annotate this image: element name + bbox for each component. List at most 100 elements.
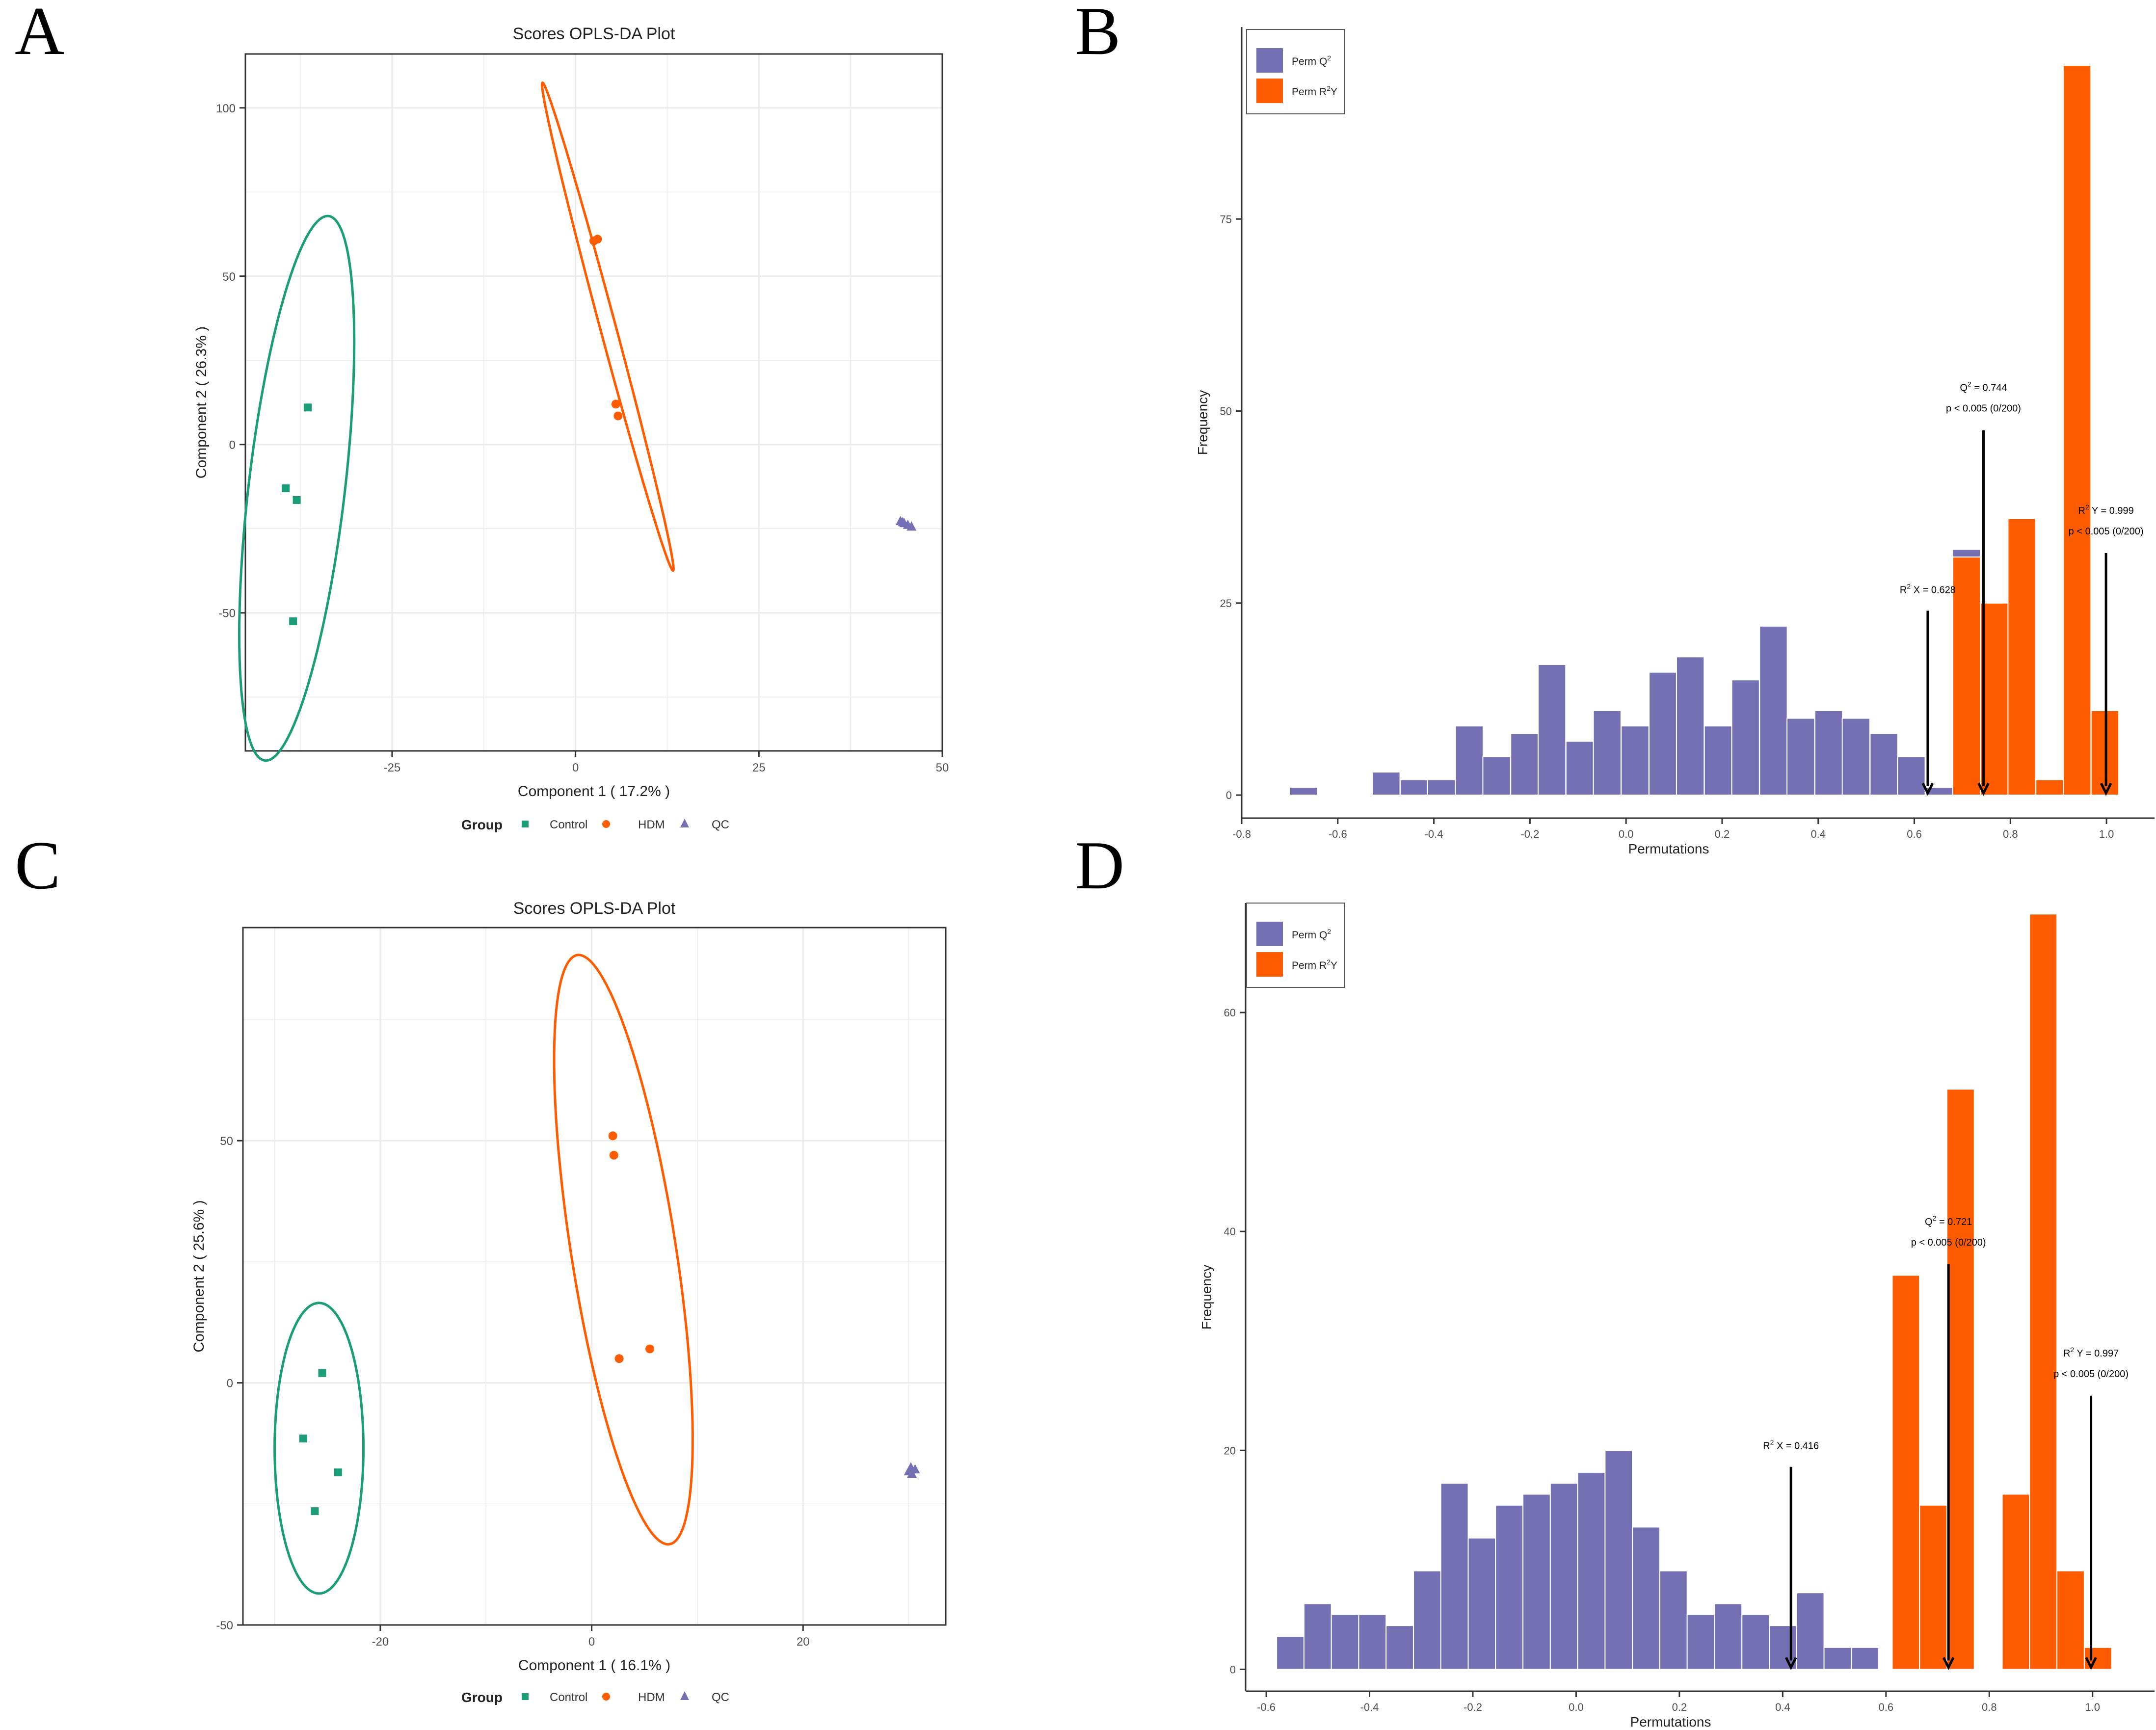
histogram-bar-perm-q2 (1686, 1614, 1715, 1670)
x-tick-label: 0.0 (1569, 1701, 1584, 1713)
data-point-control (293, 496, 301, 504)
annotation-value: X = 0.416 (1774, 1441, 1819, 1452)
legend-key-qc (680, 819, 689, 827)
x-tick-label: -0.4 (1360, 1701, 1379, 1713)
y-tick-label: 0 (1230, 1663, 1236, 1676)
legend-key-perm-r2y (1256, 952, 1283, 977)
y-tick-label: 0 (229, 439, 236, 452)
data-point-control (299, 1435, 307, 1443)
histogram-bar-perm-r2y (2035, 779, 2064, 796)
histogram-bar-perm-q2 (1796, 1592, 1825, 1670)
data-point-hdm (645, 1344, 655, 1354)
annotation-arrow-head (1942, 1657, 1955, 1670)
histogram-bar-perm-q2 (1440, 1483, 1469, 1670)
annotation-arrow-head (1921, 782, 1934, 796)
x-tick-label: 0.8 (2003, 828, 2018, 840)
y-tick-label: -50 (218, 607, 236, 620)
annotation-p-value: p < 0.005 (0/200) (2053, 1369, 2129, 1380)
histogram-bar-perm-q2 (1814, 710, 1843, 796)
y-tick-label: 25 (1220, 597, 1232, 610)
y-axis-label: Frequency (1195, 390, 1210, 455)
histogram-bar-perm-q2 (1549, 1483, 1578, 1670)
histogram-bar-perm-q2 (1604, 1450, 1633, 1670)
data-point-control (304, 403, 312, 412)
histogram-bar-perm-q2 (1869, 733, 1898, 796)
x-tick-label: 0.6 (1879, 1701, 1894, 1713)
x-axis-label: Component 1 ( 16.1% ) (518, 1657, 670, 1674)
confidence-ellipse-hdm (540, 81, 675, 572)
histogram-bar-perm-q2 (1482, 756, 1511, 796)
annotation-arrow-head (2085, 1657, 2097, 1670)
histogram-bar-perm-q2 (1455, 725, 1484, 796)
data-point-qc (905, 1462, 916, 1472)
histogram-bar-perm-q2 (1303, 1603, 1332, 1670)
y-tick-label: 20 (1224, 1444, 1236, 1457)
histogram-bar-perm-q2 (1621, 725, 1650, 796)
data-point-hdm (613, 411, 623, 421)
data-point-control (334, 1468, 342, 1477)
x-tick-label: 0.6 (1907, 828, 1922, 840)
histogram-bar-perm-r2y (1952, 556, 1981, 796)
legend-label: HDM (638, 818, 665, 831)
annotation-letter: R (1900, 585, 1907, 595)
confidence-ellipse-control (273, 1302, 365, 1595)
y-tick-label: 0 (227, 1377, 233, 1390)
histogram-bar-perm-r2y (2007, 518, 2036, 796)
data-point-hdm (609, 1150, 618, 1160)
x-tick-label: -0.2 (1520, 828, 1539, 840)
annotation-arrow-head (1977, 782, 1990, 796)
histogram-bar-perm-q2 (1741, 1614, 1770, 1670)
legend-superscript: 2 (1327, 958, 1331, 966)
annotation-letter: Q (1925, 1217, 1933, 1227)
legend-label: HDM (638, 1691, 665, 1704)
histogram-bar-perm-q2 (1522, 1493, 1551, 1670)
annotation-superscript: 2 (1933, 1214, 1937, 1222)
y-tick-label: 75 (1220, 213, 1232, 225)
data-point-hdm (593, 235, 602, 244)
data-point-qc (906, 521, 917, 531)
data-point-hdm (611, 399, 620, 409)
annotation-label: Q2 = 0.721 (1925, 1214, 1972, 1227)
histogram-bar-perm-q2 (1358, 1614, 1387, 1670)
x-tick-label: 0.0 (1619, 828, 1634, 840)
annotation-p-value: p < 0.005 (0/200) (2069, 526, 2144, 537)
histogram-bar-perm-q2 (1577, 1471, 1606, 1670)
x-tick-label: -20 (372, 1635, 389, 1649)
legend-label-perm-r2y: Perm R2Y (1292, 84, 1337, 98)
histogram-bar-perm-q2 (1731, 679, 1760, 796)
histogram-bar-perm-q2 (1276, 1636, 1304, 1670)
histogram-bar-perm-q2 (1659, 1570, 1688, 1670)
legend-label-perm-q2: Perm Q2 (1292, 928, 1331, 941)
x-axis-label: Permutations (1628, 841, 1709, 856)
legend-text: Y (1331, 960, 1337, 971)
y-axis-label: Component 2 ( 26.3% ) (193, 326, 210, 479)
legend-key-qc (680, 1691, 689, 1700)
annotation-superscript: 2 (1770, 1438, 1774, 1446)
annotation-letter: R (2078, 506, 2085, 516)
annotation-value: = 0.721 (1936, 1217, 1972, 1227)
histogram-bar-perm-q2 (1400, 779, 1429, 796)
data-point-control (318, 1369, 326, 1377)
y-axis-label: Frequency (1199, 1265, 1214, 1330)
histogram-bar-perm-q2 (1786, 718, 1815, 796)
annotation-label: Q2 = 0.744 (1960, 380, 2007, 394)
x-tick-label: 0.4 (1775, 1701, 1790, 1713)
histogram-bar-perm-r2y (1980, 602, 2009, 796)
x-tick-label: 1.0 (2099, 828, 2114, 840)
legend-label-perm-q2: Perm Q2 (1292, 54, 1331, 67)
annotation-label: R2 X = 0.628 (1900, 582, 1956, 595)
annotation-superscript: 2 (2085, 503, 2089, 511)
histogram-bar-perm-q2 (1427, 779, 1456, 796)
legend-superscript: 2 (1327, 54, 1331, 62)
panel-label-b: B (1075, 0, 1120, 69)
x-tick-label: 0.2 (1715, 828, 1730, 840)
permutation-histogram-b: -0.8 -0.6 -0.4 -0.2 0.0 0.2 0.4 0.6 0.8 1.0 0 25 50 7… (1195, 27, 2155, 856)
y-tick-label: 100 (216, 102, 236, 115)
x-axis-label: Component 1 ( 17.2% ) (518, 783, 670, 799)
histogram-bar-perm-q2 (1632, 1526, 1660, 1670)
legend-key-hdm (602, 1693, 610, 1701)
x-tick-label: 0 (572, 761, 579, 774)
histogram-bar-perm-q2 (1565, 741, 1595, 796)
opls-da-scores-plot-a: -25 0 25 50 -50 0 50 100 Scores OPLS-DA Plot Comp… (193, 25, 949, 832)
